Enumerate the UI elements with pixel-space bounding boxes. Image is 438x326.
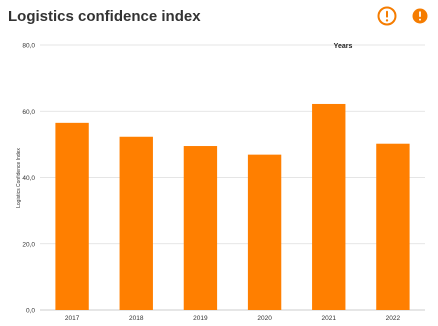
- x-axis-ticks: 2017 2018 2019 2020 2021 2022: [65, 315, 401, 322]
- bar-2021[interactable]: [312, 103, 346, 311]
- bar-2020[interactable]: [247, 154, 282, 310]
- bar-2019[interactable]: [183, 146, 218, 310]
- x-tick-label: 2019: [193, 315, 208, 322]
- y-axis-label: Logistics Confidence Index: [16, 148, 22, 208]
- page-title: Logistics confidence index: [8, 8, 201, 25]
- y-tick-label: 60,0: [22, 109, 35, 116]
- x-tick-label: 2017: [65, 315, 80, 322]
- warning-circle-icon[interactable]: [377, 6, 397, 26]
- x-tick-label: 2018: [129, 315, 144, 322]
- bars: [55, 103, 410, 311]
- bar-2022[interactable]: [376, 143, 410, 310]
- y-tick-label: 40,0: [22, 175, 35, 182]
- bar-2017[interactable]: [55, 122, 89, 310]
- y-axis-ticks: 0,0 20,0 40,0 60,0 80,0: [22, 43, 35, 315]
- info-circle-icon[interactable]: [412, 8, 428, 24]
- legend-title: Years: [334, 43, 353, 50]
- y-tick-label: 20,0: [22, 241, 35, 248]
- gridlines: [40, 44, 425, 311]
- bar-2018[interactable]: [119, 136, 153, 310]
- x-tick-label: 2021: [322, 315, 337, 322]
- y-tick-label: 0,0: [26, 308, 35, 315]
- x-tick-label: 2022: [386, 315, 401, 322]
- x-tick-label: 2020: [257, 315, 272, 322]
- y-tick-label: 80,0: [22, 43, 35, 50]
